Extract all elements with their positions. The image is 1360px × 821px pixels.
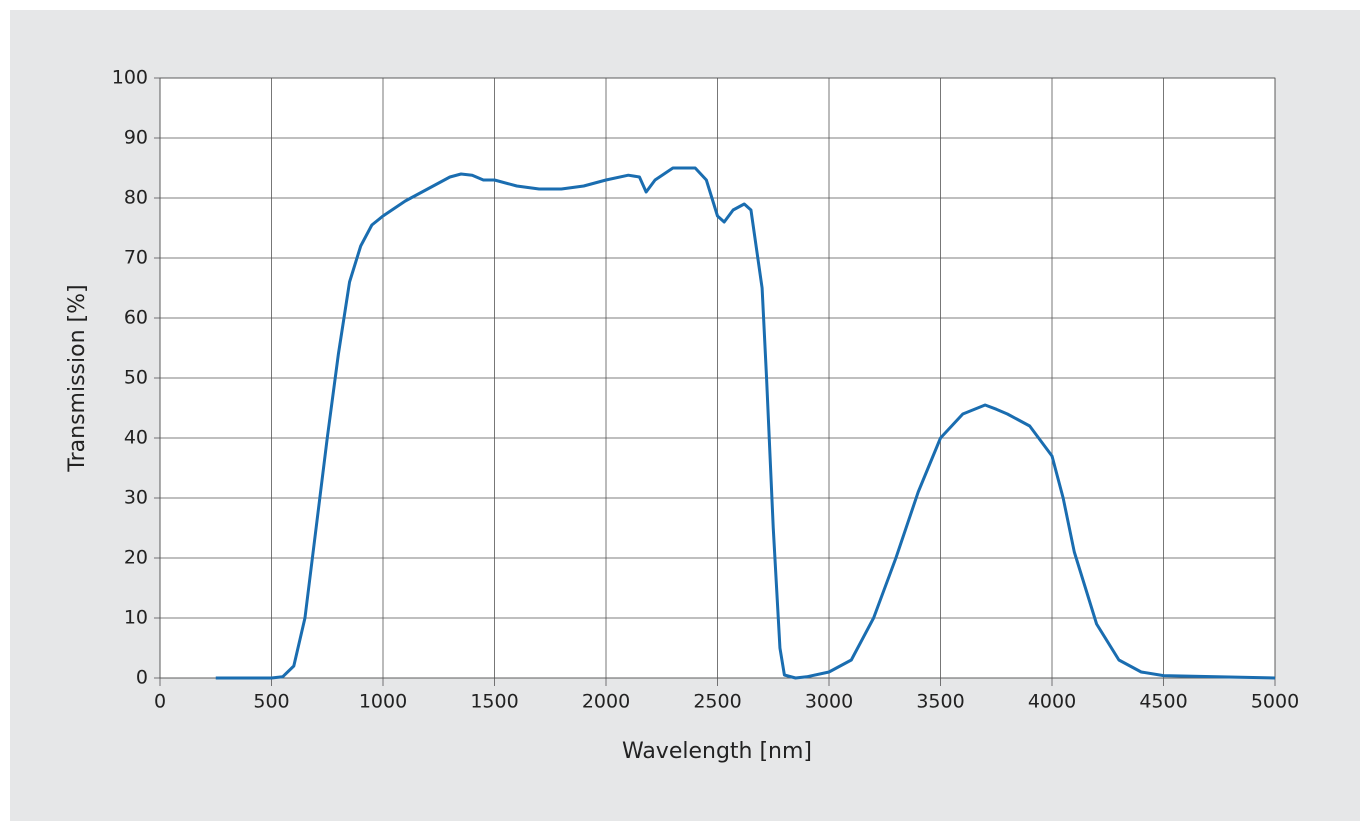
x-tick-label: 2000 bbox=[582, 691, 630, 713]
x-tick-label: 500 bbox=[253, 691, 289, 713]
y-tick-label: 10 bbox=[124, 607, 148, 629]
y-tick-label: 90 bbox=[124, 127, 148, 149]
y-tick-label: 100 bbox=[112, 67, 148, 89]
x-tick-label: 3000 bbox=[805, 691, 853, 713]
y-axis-title: Transmission [%] bbox=[65, 284, 90, 472]
y-tick-label: 20 bbox=[124, 547, 148, 569]
x-tick-label: 0 bbox=[154, 691, 166, 713]
x-axis-title: Wavelength [nm] bbox=[622, 739, 812, 764]
y-tick-label: 60 bbox=[124, 307, 148, 329]
y-tick-label: 70 bbox=[124, 247, 148, 269]
x-tick-label: 4500 bbox=[1139, 691, 1187, 713]
y-tick-label: 40 bbox=[124, 427, 148, 449]
x-tick-label: 4000 bbox=[1028, 691, 1076, 713]
y-tick-label: 80 bbox=[124, 187, 148, 209]
x-tick-label: 3500 bbox=[916, 691, 964, 713]
x-tick-label: 2500 bbox=[693, 691, 741, 713]
x-tick-label: 5000 bbox=[1251, 691, 1299, 713]
y-tick-label: 0 bbox=[136, 667, 148, 689]
data-line bbox=[215, 166, 1276, 680]
x-tick-label: 1000 bbox=[359, 691, 407, 713]
y-tick-label: 30 bbox=[124, 487, 148, 509]
y-tick-label: 50 bbox=[124, 367, 148, 389]
x-tick-label: 1500 bbox=[470, 691, 518, 713]
